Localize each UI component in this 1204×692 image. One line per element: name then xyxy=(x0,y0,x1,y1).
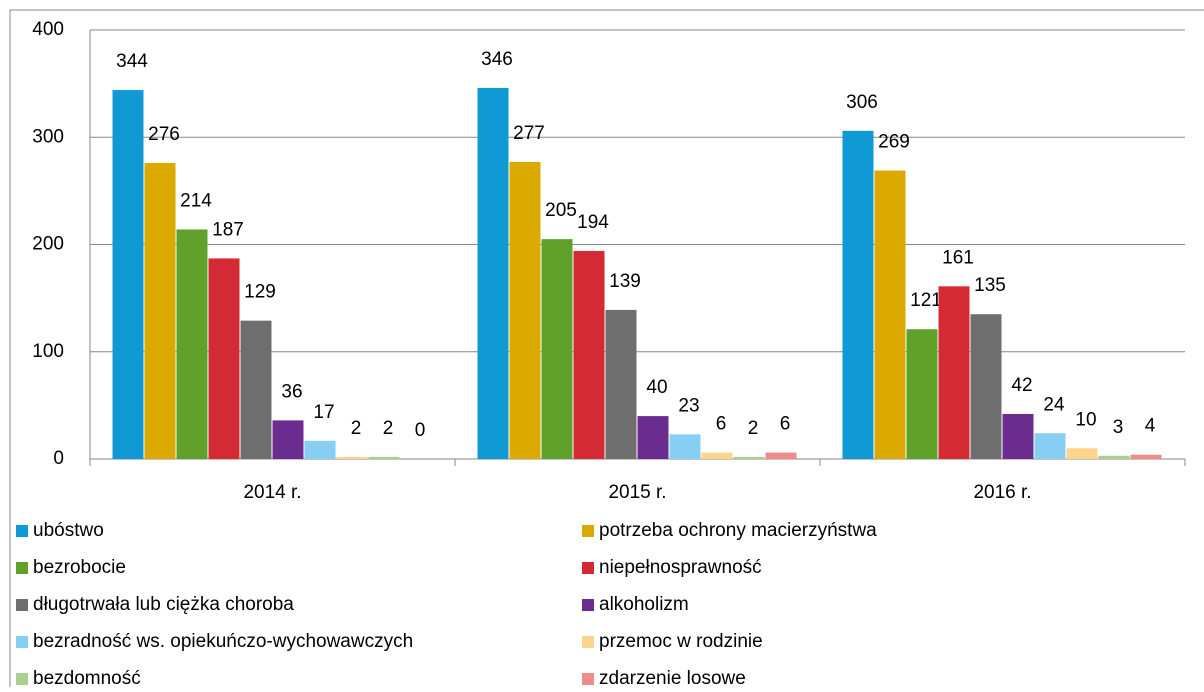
legend-label: bezrobocie xyxy=(33,557,126,578)
bar xyxy=(541,239,573,459)
data-label: 6 xyxy=(716,414,727,435)
legend-label: bezdomność xyxy=(33,668,141,687)
bar xyxy=(240,320,272,459)
data-label: 23 xyxy=(678,395,699,416)
bar xyxy=(842,130,874,459)
bar xyxy=(669,434,701,459)
bar xyxy=(573,250,605,459)
legend-label: alkoholizm xyxy=(599,594,689,615)
bar xyxy=(336,456,368,459)
data-label: 10 xyxy=(1075,409,1096,430)
bar xyxy=(304,440,336,459)
data-label: 17 xyxy=(313,402,334,423)
data-label: 129 xyxy=(244,282,276,303)
bar xyxy=(733,456,765,459)
legend-label: zdarzenie losowe xyxy=(599,668,746,687)
x-tick-label: 2016 r. xyxy=(973,482,1031,503)
bar xyxy=(874,170,906,459)
bar xyxy=(938,286,970,459)
data-label: 139 xyxy=(609,271,641,292)
bar xyxy=(1066,448,1098,459)
legend-swatch xyxy=(16,562,28,574)
data-label: 187 xyxy=(212,219,244,240)
bar xyxy=(1002,413,1034,459)
data-label: 269 xyxy=(878,132,910,153)
data-label: 2 xyxy=(383,418,394,439)
bar xyxy=(605,309,637,459)
data-label: 42 xyxy=(1011,375,1032,396)
y-tick-label: 400 xyxy=(32,19,64,40)
bar xyxy=(368,456,400,459)
data-label: 306 xyxy=(846,92,878,113)
bar xyxy=(208,258,240,459)
data-label: 2 xyxy=(351,418,362,439)
y-tick-label: 0 xyxy=(53,448,64,469)
data-label: 40 xyxy=(646,377,667,398)
bar xyxy=(765,452,797,459)
bar xyxy=(144,162,176,460)
bar xyxy=(176,229,208,459)
legend-swatch xyxy=(16,636,28,648)
y-tick-label: 200 xyxy=(32,234,64,255)
legend-swatch xyxy=(16,599,28,611)
legend-label: niepełnosprawność xyxy=(599,557,762,578)
data-label: 6 xyxy=(780,414,791,435)
data-label: 24 xyxy=(1043,394,1065,415)
data-label: 214 xyxy=(180,191,212,212)
bar xyxy=(637,416,669,459)
bar xyxy=(272,420,304,459)
legend-label: potrzeba ochrony macierzyństwa xyxy=(599,520,877,541)
data-label: 161 xyxy=(942,247,974,268)
data-label: 36 xyxy=(281,381,302,402)
data-label: 344 xyxy=(116,51,148,72)
x-tick-label: 2015 r. xyxy=(608,482,666,503)
bar xyxy=(701,452,733,459)
y-tick-label: 300 xyxy=(32,126,64,147)
y-tick-label: 100 xyxy=(32,341,64,362)
legend-swatch xyxy=(16,673,28,685)
data-label: 346 xyxy=(481,49,513,70)
bar xyxy=(509,161,541,460)
data-label: 205 xyxy=(545,200,577,221)
bar xyxy=(112,90,144,459)
legend-swatch xyxy=(582,673,594,685)
legend-swatch xyxy=(582,599,594,611)
data-label: 194 xyxy=(577,212,609,233)
bar xyxy=(906,329,938,459)
bar xyxy=(1034,433,1066,459)
legend-swatch xyxy=(582,636,594,648)
data-label: 276 xyxy=(148,124,180,145)
data-label: 277 xyxy=(513,123,545,144)
data-label: 4 xyxy=(1145,416,1156,437)
bar xyxy=(1130,454,1162,459)
legend-swatch xyxy=(582,525,594,537)
bar xyxy=(477,87,509,459)
legend-label: ubóstwo xyxy=(33,520,104,541)
legend-label: długotrwała lub ciężka choroba xyxy=(33,594,294,615)
data-label: 2 xyxy=(748,418,759,439)
data-label: 121 xyxy=(910,290,942,311)
legend-label: przemoc w rodzinie xyxy=(599,631,763,652)
bar xyxy=(1098,455,1130,459)
bar xyxy=(970,314,1002,459)
legend-swatch xyxy=(582,562,594,574)
data-label: 3 xyxy=(1113,417,1124,438)
chart-border xyxy=(9,9,1204,692)
x-tick-label: 2014 r. xyxy=(243,482,301,503)
data-label: 135 xyxy=(974,275,1006,296)
legend-label: bezradność ws. opiekuńczo-wychowawczych xyxy=(33,631,413,652)
data-label: 0 xyxy=(415,420,426,441)
legend-swatch xyxy=(16,525,28,537)
